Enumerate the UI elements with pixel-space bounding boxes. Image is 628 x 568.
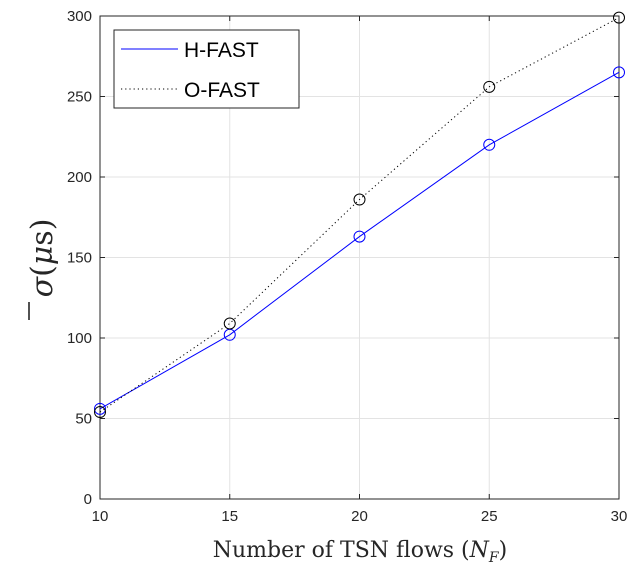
data-point-o-fast bbox=[613, 11, 625, 24]
series-line-h-fast bbox=[99, 71, 620, 410]
y-tick-label: 0 bbox=[84, 491, 92, 508]
y-tick-label: 250 bbox=[67, 89, 92, 106]
legend-label-h-fast: H-FAST bbox=[184, 39, 259, 62]
y-axis-title: σ(μs) bbox=[25, 219, 60, 320]
legend-label-o-fast: O-FAST bbox=[184, 79, 260, 102]
svg-text:σ(μs): σ(μs) bbox=[25, 219, 60, 298]
series-layer bbox=[94, 11, 625, 419]
x-tick-label: 20 bbox=[351, 508, 368, 525]
x-tick-label: 15 bbox=[221, 508, 238, 525]
x-tick-label: 30 bbox=[611, 508, 628, 525]
series-line-o-fast bbox=[99, 17, 620, 413]
x-axis-title-text: Number of TSN flows ( bbox=[213, 538, 470, 563]
x-axis-title: Number of TSN flows (NF) bbox=[213, 538, 507, 566]
series-o-fast bbox=[94, 11, 625, 419]
y-tick-label: 50 bbox=[75, 411, 92, 428]
series-h-fast bbox=[94, 66, 625, 415]
data-point-h-fast bbox=[483, 138, 496, 151]
data-point-h-fast bbox=[353, 230, 366, 243]
y-tick-label: 150 bbox=[67, 250, 92, 267]
data-point-o-fast bbox=[353, 193, 366, 206]
data-point-h-fast bbox=[613, 66, 625, 79]
legend: H-FAST O-FAST bbox=[113, 29, 300, 109]
x-tick-label: 10 bbox=[92, 508, 109, 525]
data-point-o-fast bbox=[223, 317, 236, 330]
x-tick-label: 25 bbox=[481, 508, 498, 525]
data-point-h-fast bbox=[94, 402, 106, 415]
y-tick-label: 200 bbox=[67, 169, 92, 186]
y-tick-label: 300 bbox=[67, 8, 92, 25]
svg-text:Number of TSN flows (NF): Number of TSN flows (NF) bbox=[213, 538, 507, 566]
data-point-o-fast bbox=[94, 406, 106, 419]
grid-lines bbox=[99, 15, 620, 500]
legend-box bbox=[113, 29, 300, 109]
y-tick-label: 100 bbox=[67, 330, 92, 347]
data-point-o-fast bbox=[483, 80, 496, 93]
